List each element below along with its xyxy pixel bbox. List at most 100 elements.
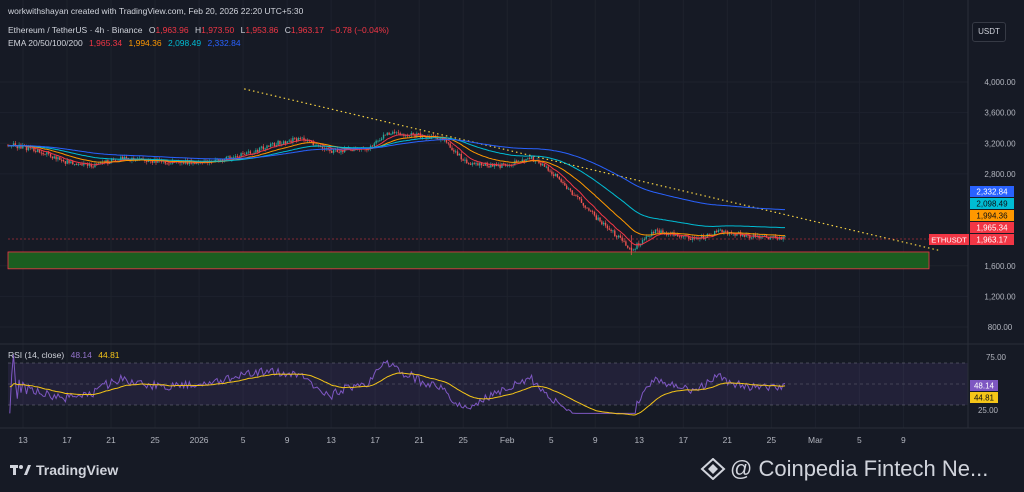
candle-body	[625, 241, 627, 246]
candle-body	[275, 145, 277, 146]
candle-body	[305, 140, 307, 142]
time-tick-label: Feb	[500, 435, 515, 445]
candle-body	[658, 230, 660, 233]
candle-body	[493, 163, 496, 167]
author-line: workwithshayan created with TradingView.…	[8, 6, 304, 16]
close-label: C	[284, 25, 291, 35]
candle-body	[425, 136, 427, 139]
candle-body	[647, 236, 649, 237]
candle-body	[123, 156, 126, 160]
candle-body	[366, 149, 368, 151]
candle-body	[153, 159, 155, 163]
candle-body	[717, 230, 720, 232]
candle-body	[51, 156, 54, 159]
candle-body	[264, 148, 266, 150]
candle-body	[73, 164, 76, 165]
candle-body	[501, 163, 503, 168]
candle-body	[532, 156, 535, 162]
candle-body	[382, 134, 385, 139]
candle-body	[242, 153, 244, 155]
low-label: L	[240, 25, 246, 35]
time-tick-label: 9	[285, 435, 290, 445]
ema-100-line	[8, 137, 785, 229]
high-label: H	[194, 25, 202, 35]
candle-body	[377, 140, 379, 142]
candle-body	[99, 162, 102, 164]
candle-body	[451, 147, 453, 151]
candle-body	[75, 164, 78, 165]
candle-body	[270, 143, 272, 147]
time-tick-label: 25	[458, 435, 468, 445]
candle-body	[541, 164, 544, 166]
candle-body	[551, 171, 553, 175]
candle-body	[471, 163, 474, 165]
symbol-tag-badge: ETHUSDT	[929, 234, 969, 245]
candle-body	[236, 156, 239, 158]
coinpedia-text: @ Coinpedia Fintech Ne...	[730, 456, 989, 481]
candle-body	[732, 233, 734, 235]
candle-body	[295, 138, 298, 141]
candle-body	[247, 151, 250, 153]
candle-body	[480, 163, 483, 166]
currency-unit-button[interactable]: USDT	[972, 22, 1006, 42]
candle-body	[612, 230, 614, 232]
candle-body	[484, 162, 486, 166]
rsi-ma-value: 44.81	[98, 350, 120, 360]
candle-body	[440, 137, 442, 140]
candle-body	[288, 140, 290, 142]
candle-body	[619, 235, 622, 238]
candle-body	[329, 149, 331, 152]
candle-body	[25, 146, 28, 151]
candle-body	[649, 235, 651, 237]
rsi-ma-line	[9, 372, 786, 416]
candle-body	[12, 143, 15, 146]
candle-body	[466, 159, 468, 164]
candle-body	[734, 233, 736, 236]
candle-body	[393, 131, 396, 133]
candle-body	[654, 229, 657, 234]
candle-body	[244, 154, 246, 155]
ema-label: EMA 20/50/100/200	[8, 38, 83, 48]
candle-body	[307, 140, 309, 142]
candle-body	[608, 228, 610, 230]
candle-body	[373, 143, 375, 147]
candle-body	[60, 159, 63, 161]
ema100-badge: 2,098.49	[970, 198, 1014, 209]
candle-body	[266, 145, 268, 149]
candle-body	[227, 156, 229, 158]
candle-body	[271, 143, 274, 144]
candle-body	[384, 134, 387, 136]
candle-body	[53, 156, 55, 159]
candle-body	[682, 236, 684, 238]
candle-body	[499, 164, 501, 168]
time-tick-label: 17	[370, 435, 380, 445]
candle-body	[595, 215, 597, 220]
candle-body	[725, 230, 727, 232]
candle-body	[57, 157, 59, 160]
candle-body	[262, 146, 264, 150]
candle-body	[46, 152, 48, 155]
price-tick-label: 3,600.00	[984, 109, 1016, 118]
ema100-value: 2,098.49	[167, 38, 202, 48]
price-tick-label: 1,600.00	[984, 262, 1016, 271]
rsi-legend: RSI (14, close) 48.14 44.81	[8, 350, 124, 360]
tradingview-text: TradingView	[36, 462, 119, 478]
time-tick-label: 25	[767, 435, 777, 445]
candle-body	[715, 230, 718, 232]
rsi-label: RSI (14, close)	[8, 350, 65, 360]
candle-body	[680, 236, 683, 238]
candle-body	[38, 149, 41, 153]
candle-body	[229, 156, 231, 160]
candle-body	[299, 138, 301, 139]
candle-body	[332, 149, 335, 153]
candle-body	[31, 147, 33, 149]
candle-body	[336, 148, 338, 152]
candle-body	[573, 194, 575, 196]
candle-body	[49, 153, 52, 157]
candle-body	[27, 146, 30, 151]
candle-body	[114, 160, 116, 162]
open-value: 1,963.96	[155, 25, 189, 35]
candle-body	[473, 163, 475, 165]
candle-body	[636, 243, 638, 250]
